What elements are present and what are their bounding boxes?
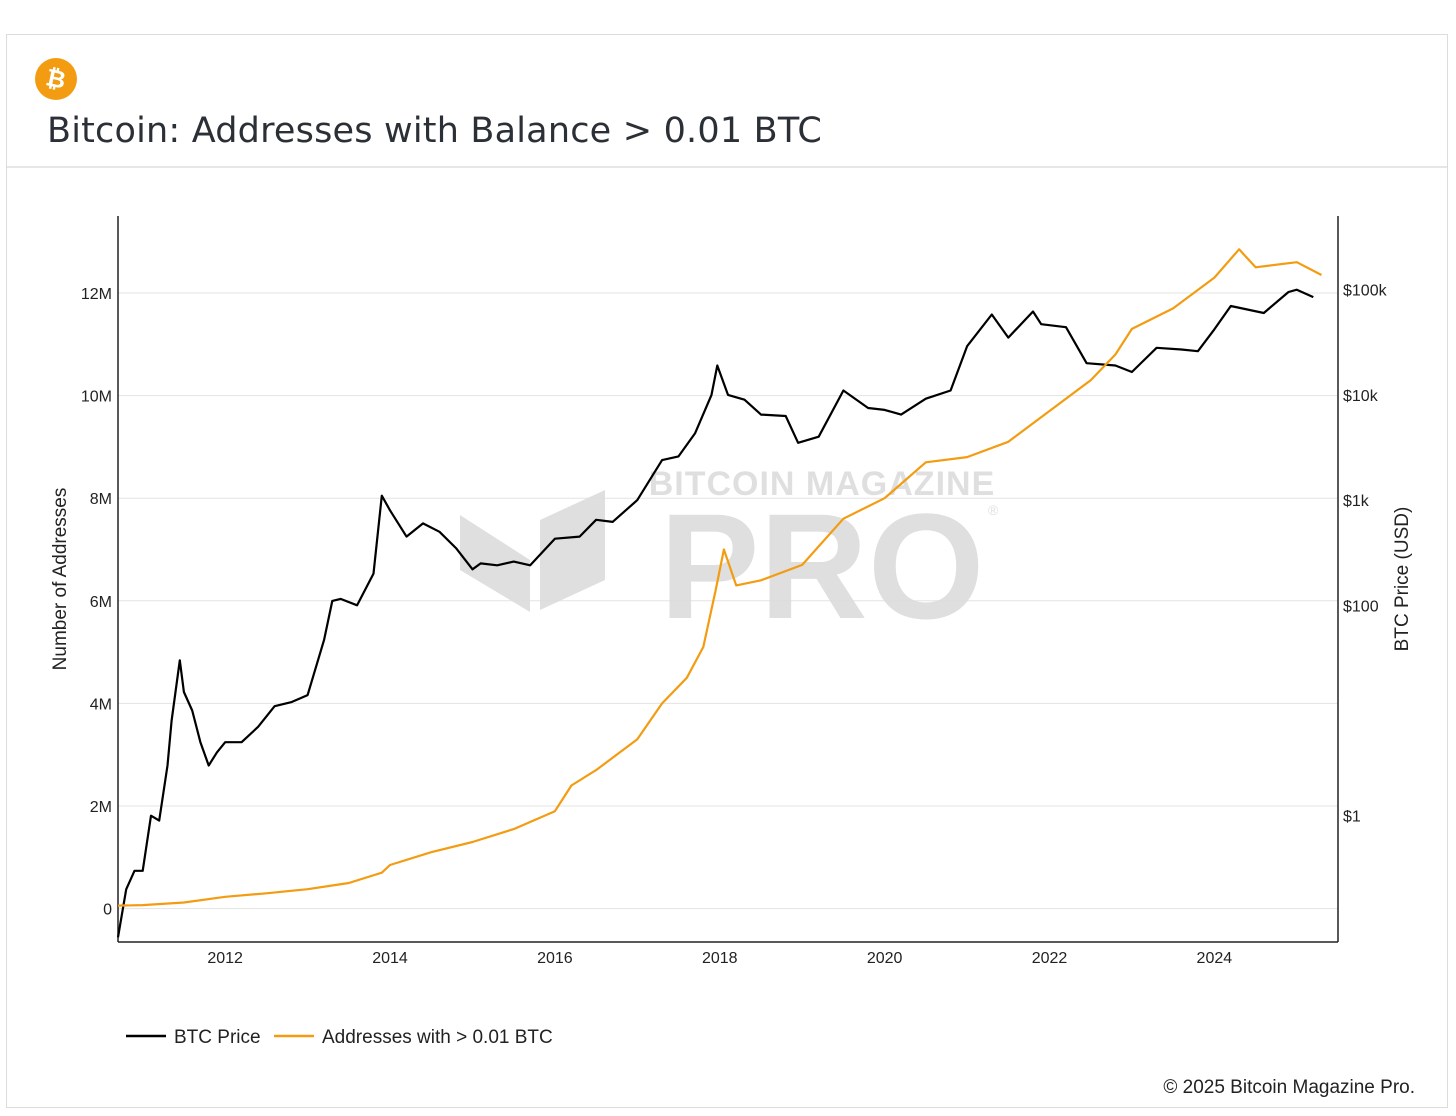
chart-header: ₿ Bitcoin: Addresses with Balance > 0.01… bbox=[7, 35, 1447, 168]
series-line-addresses bbox=[117, 248, 1323, 907]
bitcoin-logo: ₿ bbox=[35, 58, 77, 100]
watermark-registered: ® bbox=[988, 502, 999, 518]
x-tick-label: 2024 bbox=[1197, 950, 1233, 967]
x-tick-label: 2012 bbox=[207, 950, 243, 967]
x-tick-label: 2014 bbox=[372, 950, 408, 967]
legend-label-addresses: Addresses with > 0.01 BTC bbox=[322, 1027, 553, 1048]
y-left-tick-label: 2M bbox=[90, 799, 112, 816]
watermark-mark bbox=[460, 490, 605, 612]
y-right-tick-label: $100 bbox=[1343, 598, 1379, 615]
series-line-btc-price bbox=[116, 288, 1314, 938]
x-tick-label: 2018 bbox=[702, 950, 738, 967]
copyright-text: © 2025 Bitcoin Magazine Pro. bbox=[1163, 1077, 1415, 1098]
y-right-tick-label: $100k bbox=[1343, 283, 1388, 300]
watermark-line1: BITCOIN MAGAZINE bbox=[649, 465, 996, 503]
y-left-tick-label: 0 bbox=[103, 902, 112, 919]
y-left-tick-label: 12M bbox=[81, 286, 112, 303]
chart-card: ₿ Bitcoin: Addresses with Balance > 0.01… bbox=[6, 34, 1448, 1108]
chart-series bbox=[116, 248, 1323, 938]
y-right-tick-label: $1 bbox=[1343, 809, 1361, 826]
y-right-tick-label: $1k bbox=[1343, 493, 1370, 510]
watermark-line2: PRO bbox=[659, 482, 984, 650]
legend-item-addresses[interactable]: Addresses with > 0.01 BTC bbox=[274, 1027, 553, 1048]
grid-lines bbox=[118, 292, 1338, 910]
chart-title: Bitcoin: Addresses with Balance > 0.01 B… bbox=[47, 111, 822, 151]
y-right-axis-label: BTC Price (USD) bbox=[1392, 507, 1413, 652]
legend-item-btc-price[interactable]: BTC Price bbox=[126, 1027, 261, 1048]
y-left-axis-label: Number of Addresses bbox=[50, 488, 71, 671]
y-left-tick-label: 4M bbox=[90, 696, 112, 713]
x-tick-label: 2022 bbox=[1032, 950, 1068, 967]
legend: BTC Price Addresses with > 0.01 BTC bbox=[126, 1027, 553, 1048]
y-left-tick-label: 6M bbox=[90, 594, 112, 611]
x-tick-label: 2020 bbox=[867, 950, 903, 967]
right-axis-ticks: $1 $100 $1k $10k $100k bbox=[1343, 283, 1388, 826]
legend-label-btc-price: BTC Price bbox=[174, 1027, 261, 1048]
x-axis-ticks: 2012 2014 2016 2018 2020 2022 2024 bbox=[207, 950, 1232, 967]
y-left-tick-label: 10M bbox=[81, 389, 112, 406]
watermark: BITCOIN MAGAZINE PRO ® bbox=[460, 465, 999, 650]
x-tick-label: 2016 bbox=[537, 950, 573, 967]
left-axis-ticks: 0 2M 4M 6M 8M 10M 12M bbox=[81, 286, 112, 919]
y-right-tick-label: $10k bbox=[1343, 388, 1379, 405]
y-left-tick-label: 8M bbox=[90, 491, 112, 508]
